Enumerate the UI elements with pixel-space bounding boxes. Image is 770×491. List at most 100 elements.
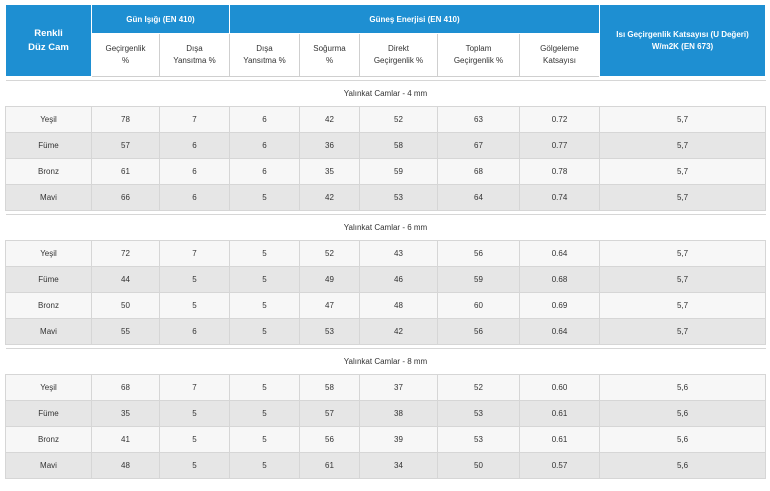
table-cell: 42	[299, 184, 360, 211]
table-row: Füme 57 6 6 36 58 67 0.77 5,7	[5, 132, 767, 159]
table-row: Bronz 50 5 5 47 48 60 0.69 5,7	[5, 292, 767, 319]
table-cell: 50	[91, 292, 160, 319]
column-header: Dışa Yansıtma %	[229, 33, 300, 77]
glass-color-cell: Bronz	[5, 158, 92, 185]
table-cell: 39	[359, 426, 438, 453]
table-cell: 48	[91, 452, 160, 479]
table-cell: 34	[359, 452, 438, 479]
table-row: Yeşil 68 7 5 58 37 52 0.60 5,6	[5, 374, 767, 401]
table-row: Mavi 48 5 5 61 34 50 0.57 5,6	[5, 452, 767, 479]
table-cell: 5	[229, 374, 300, 401]
column-header-line: Katsayısı	[543, 56, 576, 65]
table-row: Füme 35 5 5 57 38 53 0.61 5,6	[5, 400, 767, 427]
column-header-line: Toplam	[465, 44, 492, 53]
table-cell: 6	[159, 318, 230, 345]
table-cell: 5,6	[599, 400, 767, 427]
table-cell: 72	[91, 240, 160, 267]
table-cell: 5,7	[599, 266, 767, 293]
glass-color-cell: Mavi	[5, 318, 92, 345]
table-row: Mavi 66 6 5 42 53 64 0.74 5,7	[5, 184, 767, 211]
table-cell: 6	[159, 184, 230, 211]
table-cell: 0.77	[518, 132, 601, 159]
glass-color-cell: Füme	[5, 266, 92, 293]
table-cell: 78	[91, 106, 160, 133]
table-cell: 57	[299, 400, 360, 427]
table-cell: 63	[437, 106, 520, 133]
column-header-line: Direkt	[388, 44, 409, 53]
table-cell: 5	[229, 426, 300, 453]
table-cell: 55	[91, 318, 160, 345]
table-cell: 5	[229, 452, 300, 479]
table-cell: 5	[229, 400, 300, 427]
glass-spec-table: Renkli Düz Cam Gün Işığı (EN 410) Güneş …	[5, 4, 767, 479]
column-header-line: Gölgeleme	[540, 44, 579, 53]
table-cell: 0.72	[518, 106, 601, 133]
table-cell: 56	[299, 426, 360, 453]
glass-color-cell: Bronz	[5, 292, 92, 319]
glass-color-cell: Mavi	[5, 184, 92, 211]
table-row: Yeşil 72 7 5 52 43 56 0.64 5,7	[5, 240, 767, 267]
table-cell: 35	[91, 400, 160, 427]
section-row: Yalınkat Camlar - 8 mm	[5, 348, 766, 375]
table-cell: 57	[91, 132, 160, 159]
sub-header-row: Geçirgenlik% Dışa Yansıtma % Dışa Yansıtma %…	[6, 33, 766, 77]
table-cell: 5,6	[599, 426, 767, 453]
section-row: Yalınkat Camlar - 6 mm	[5, 214, 766, 241]
glass-color-cell: Mavi	[5, 452, 92, 479]
table-cell: 5	[229, 240, 300, 267]
column-header-line: Yansıtma %	[243, 56, 286, 65]
table-cell: 42	[299, 106, 360, 133]
glass-color-cell: Yeşil	[5, 106, 92, 133]
glass-color-cell: Füme	[5, 400, 92, 427]
table-cell: 50	[437, 452, 520, 479]
table-cell: 44	[91, 266, 160, 293]
table-cell: 52	[359, 106, 438, 133]
table-cell: 35	[299, 158, 360, 185]
table-cell: 5	[159, 292, 230, 319]
table-cell: 59	[359, 158, 438, 185]
column-header: Geçirgenlik%	[91, 33, 160, 77]
table-cell: 0.68	[518, 266, 601, 293]
table-cell: 5,7	[599, 240, 767, 267]
table-cell: 38	[359, 400, 438, 427]
table-body: Yalınkat Camlar - 4 mm Yeşil 78 7 6 42 52 63 0.7…	[5, 76, 767, 479]
column-header-line: Yansıtma %	[173, 56, 216, 65]
table-cell: 6	[229, 106, 300, 133]
table-cell: 7	[159, 374, 230, 401]
glass-color-cell: Bronz	[5, 426, 92, 453]
table-cell: 0.69	[518, 292, 601, 319]
glass-color-cell: Yeşil	[5, 374, 92, 401]
table-cell: 6	[159, 132, 230, 159]
table-cell: 5	[159, 266, 230, 293]
table-cell: 43	[359, 240, 438, 267]
table-cell: 36	[299, 132, 360, 159]
table-cell: 49	[299, 266, 360, 293]
table-cell: 5	[229, 266, 300, 293]
column-header-line: Soğurma	[313, 44, 346, 53]
table-cell: 0.64	[518, 318, 601, 345]
table-cell: 5	[229, 184, 300, 211]
table-cell: 46	[359, 266, 438, 293]
table-cell: 60	[437, 292, 520, 319]
table-cell: 6	[229, 158, 300, 185]
column-header-line: Geçirgenlik %	[373, 56, 424, 65]
table-cell: 5,7	[599, 132, 767, 159]
table-cell: 53	[437, 400, 520, 427]
table-cell: 41	[91, 426, 160, 453]
u-value-header: Isı Geçirgenlik Katsayısı (U Değeri) W/m…	[599, 4, 767, 77]
table-cell: 61	[299, 452, 360, 479]
table-cell: 5,7	[599, 158, 767, 185]
column-header: Dışa Yansıtma %	[159, 33, 230, 77]
table-cell: 67	[437, 132, 520, 159]
column-header-line: Geçirgenlik	[105, 44, 146, 53]
section-row: Yalınkat Camlar - 4 mm	[5, 80, 766, 107]
table-cell: 0.74	[518, 184, 601, 211]
group-header-daylight: Gün Işığı (EN 410)	[91, 4, 230, 34]
section-title: Yalınkat Camlar - 4 mm	[5, 80, 766, 107]
table-cell: 56	[437, 318, 520, 345]
column-header: Toplam Geçirgenlik %	[437, 33, 520, 77]
u-value-header-line1: Isı Geçirgenlik Katsayısı (U Değeri)	[616, 29, 749, 39]
table-row: Bronz 41 5 5 56 39 53 0.61 5,6	[5, 426, 767, 453]
column-header-line: Dışa	[256, 44, 273, 53]
table-cell: 53	[437, 426, 520, 453]
